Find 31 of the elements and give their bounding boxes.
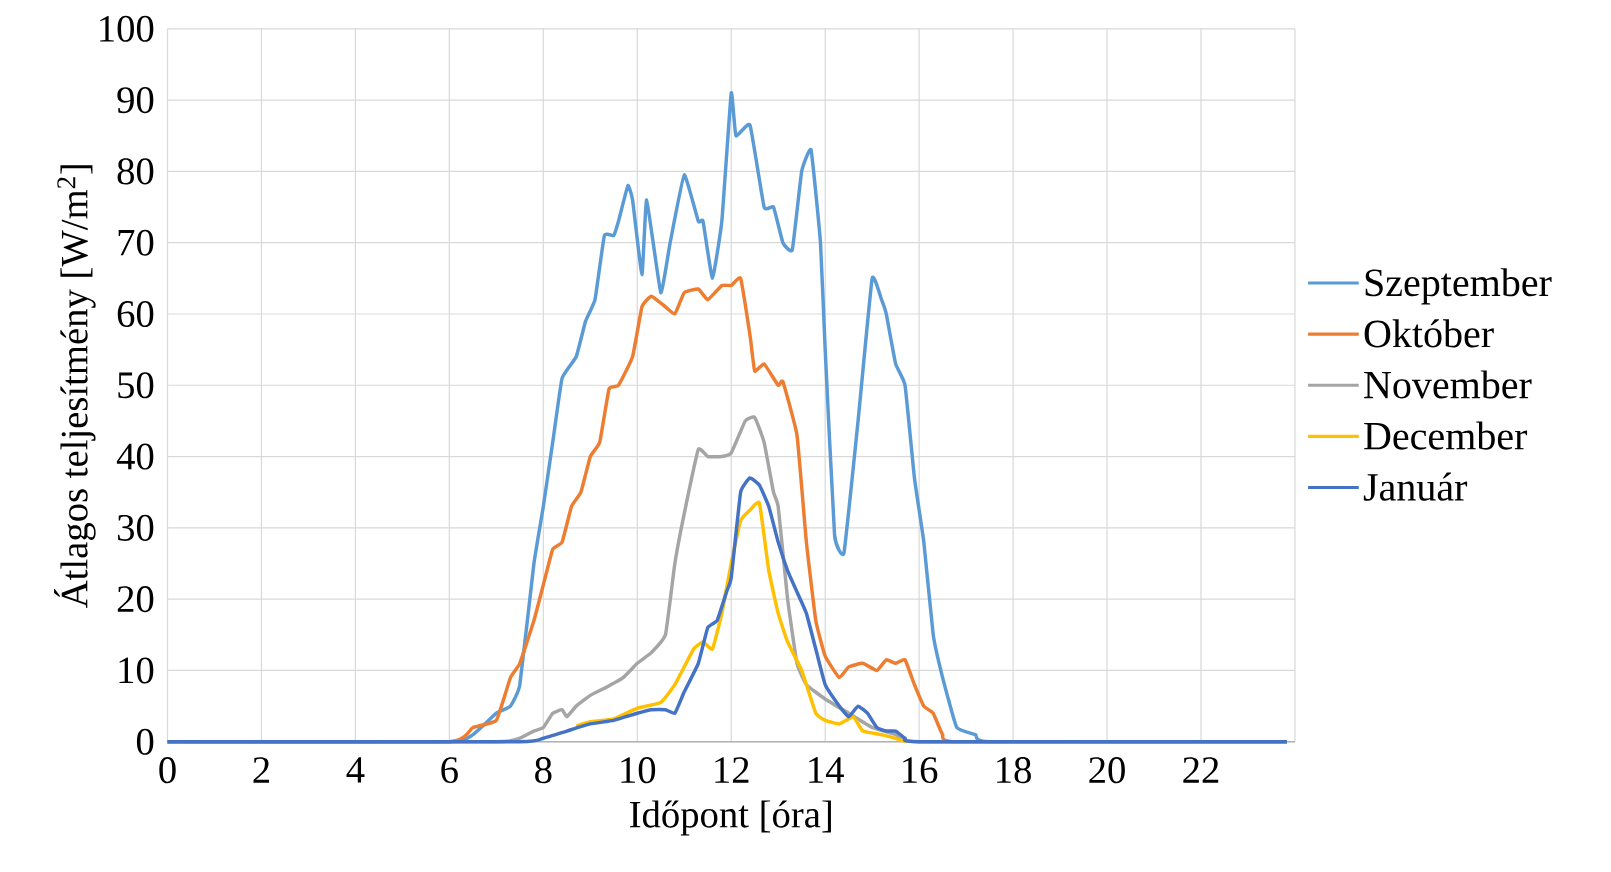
legend-label: Október <box>1364 319 1494 348</box>
y-tick-label: 70 <box>118 229 154 256</box>
y-tick-label: 40 <box>116 443 154 470</box>
y-tick-label: 100 <box>100 15 154 42</box>
legend-label: November <box>1364 370 1532 399</box>
y-tick-label: 90 <box>117 86 154 114</box>
x-tick-label: 8 <box>535 757 552 784</box>
y-tick-label: 50 <box>118 372 154 399</box>
x-tick-label: 4 <box>346 757 365 783</box>
y-tick-label: 60 <box>117 300 154 327</box>
y-tick-label: 80 <box>117 158 154 185</box>
x-tick-label: 10 <box>621 757 656 784</box>
y-tick-label: 0 <box>136 728 154 755</box>
x-tick-label: 6 <box>441 757 458 784</box>
y-tick-label: 10 <box>119 657 154 684</box>
x-tick-label: 18 <box>997 757 1031 784</box>
y-tick-label: 30 <box>117 514 154 541</box>
x-tick-label: 14 <box>809 757 844 783</box>
legend-label: December <box>1364 421 1528 450</box>
x-tick-label: 12 <box>715 757 749 783</box>
line-series <box>165 476 1289 744</box>
x-tick-label: 20 <box>1089 757 1125 784</box>
y-tick-label: 20 <box>117 586 154 613</box>
x-tick-label: 2 <box>253 757 269 783</box>
x-tick-label: 16 <box>903 757 938 784</box>
x-tick-label: 22 <box>1183 757 1219 783</box>
legend-label: Szeptember <box>1365 268 1552 305</box>
y-axis-title: Átlagos teljesítmény [W/m$^{2}$] <box>54 165 96 608</box>
x-tick-label: 0 <box>159 757 176 784</box>
legend-label: Január <box>1363 472 1468 501</box>
x-axis-title: Időpont [óra] <box>630 800 831 836</box>
